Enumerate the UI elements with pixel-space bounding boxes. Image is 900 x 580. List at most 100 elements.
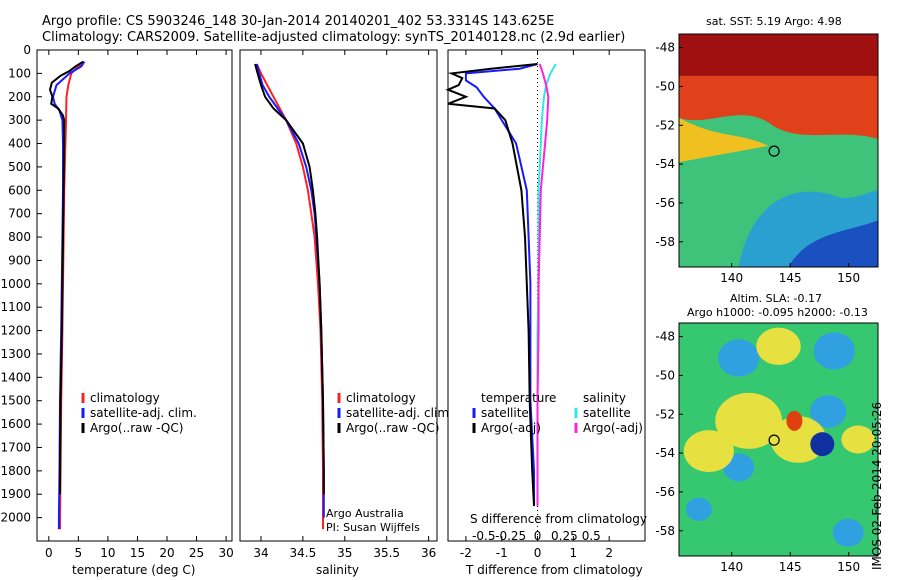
y-tick-label: 1800 <box>0 464 31 478</box>
sla-map: 140 145 150 -48 -50 -52 -54 -56 -58 <box>655 322 879 574</box>
y-tick-label: 1900 <box>0 487 31 501</box>
y-tick-label: 1300 <box>0 347 31 361</box>
title-line-2: Climatology: CARS2009. Satellite-adjuste… <box>42 30 626 45</box>
map-x-tick-label: 140 <box>720 560 743 574</box>
sla-high-eddy <box>756 327 801 365</box>
legend-salinity-title: salinity <box>583 391 626 405</box>
y-tick-label: 100 <box>8 66 31 80</box>
sla-low-eddy <box>813 332 855 370</box>
legend-label: Argo(..raw -QC) <box>346 421 439 435</box>
salinity-series-2 <box>254 63 325 495</box>
difference-xlabel: T difference from climatology <box>466 563 643 577</box>
map-y-tick-label: -50 <box>655 368 675 382</box>
imos-timestamp: IMOS 02-Feb-2014 20:05:26 <box>870 401 884 570</box>
sla-high-eddy <box>841 425 875 454</box>
x-tick-label: 35.5 <box>373 546 400 560</box>
map-y-tick-label: -58 <box>655 524 675 538</box>
y-tick-label: 800 <box>8 230 31 244</box>
s-tick-label: 0.5 <box>582 529 601 543</box>
legend-label: Argo(-adj) <box>583 421 643 435</box>
map-y-tick-label: -56 <box>655 485 675 499</box>
map-y-tick-label: -50 <box>655 79 675 93</box>
salinity-xlabel: salinity <box>316 563 360 577</box>
x-tick-label: 0 <box>534 546 542 560</box>
sst-map-title: sat. SST: 5.19 Argo: 4.98 <box>706 15 842 28</box>
map-y-tick-label: -52 <box>655 407 675 421</box>
x-tick-label: 35 <box>337 546 352 560</box>
x-tick-label: 10 <box>100 546 115 560</box>
map-y-tick-label: -56 <box>655 196 675 210</box>
temperature-frame <box>36 49 233 542</box>
title-line-1: Argo profile: CS 5903246_148 30-Jan-2014… <box>42 14 555 29</box>
y-tick-label: 2000 <box>0 511 31 525</box>
y-tick-label: 400 <box>8 137 31 151</box>
map-y-tick-label: -48 <box>655 41 675 55</box>
annotation-pi: PI: Susan Wijffels <box>326 521 420 534</box>
salinity-frame <box>239 49 438 542</box>
y-tick-label: 1600 <box>0 417 31 431</box>
sla-low-eddy <box>718 339 760 377</box>
map-y-tick-label: -58 <box>655 235 675 249</box>
difference-series-1 <box>445 63 538 506</box>
y-tick-label: 1400 <box>0 370 31 384</box>
sla-high-eddy <box>715 392 783 449</box>
x-tick-label: 15 <box>130 546 145 560</box>
x-tick-label: 25 <box>189 546 204 560</box>
x-tick-label: 30 <box>218 546 233 560</box>
y-tick-label: 1500 <box>0 394 31 408</box>
argo-position-marker <box>768 145 780 157</box>
map-x-tick-label: 145 <box>779 271 802 285</box>
s-tick-label: -0.5 <box>472 529 495 543</box>
map-x-tick-label: 150 <box>837 271 860 285</box>
sla-low-eddy <box>832 518 864 547</box>
sla-map-field <box>679 323 878 556</box>
sla-map-frame <box>678 322 879 557</box>
sla-high-eddy <box>770 416 827 463</box>
x-tick-label: 34 <box>253 546 268 560</box>
y-tick-label: 1200 <box>0 324 31 338</box>
legend-label: Argo(..raw -QC) <box>90 421 183 435</box>
s-tick-label: -0.25 <box>495 529 526 543</box>
argo-position-marker <box>768 434 780 446</box>
x-tick-label: 1 <box>570 546 578 560</box>
y-tick-label: 1100 <box>0 300 31 314</box>
temperature-xlabel: temperature (deg C) <box>72 563 196 577</box>
y-tick-label: 300 <box>8 113 31 127</box>
map-x-tick-label: 150 <box>837 560 860 574</box>
temperature-series-2 <box>48 60 84 495</box>
sst-map: 140 145 150 -48 -50 -52 -54 -56 -58 <box>655 33 879 285</box>
x-tick-label: 34.5 <box>290 546 317 560</box>
sla-trough <box>810 432 835 457</box>
map-x-tick-label: 145 <box>779 560 802 574</box>
y-tick-label: 600 <box>8 183 31 197</box>
y-tick-label: 500 <box>8 160 31 174</box>
y-tick-label: 0 <box>23 43 31 57</box>
x-tick-label: 0 <box>45 546 53 560</box>
legend-label: Argo(-adj) <box>481 421 541 435</box>
annotation-argo-australia: Argo Australia <box>326 507 404 520</box>
s-tick-label: 0 <box>534 529 542 543</box>
sla-map-title-2: Argo h1000: -0.095 h2000: -0.13 <box>687 306 868 319</box>
map-y-tick-label: -54 <box>655 446 675 460</box>
sst-map-frame <box>678 33 879 268</box>
sst-yellow <box>679 117 769 163</box>
sst-north <box>679 34 878 76</box>
sla-low-eddy <box>810 395 847 428</box>
x-tick-label: 2 <box>605 546 613 560</box>
sst-map-field <box>679 34 878 267</box>
x-tick-label: -1 <box>496 546 508 560</box>
y-tick-label: 1700 <box>0 440 31 454</box>
map-x-tick-label: 140 <box>720 271 743 285</box>
x-tick-label: -2 <box>460 546 472 560</box>
legend-label: satellite <box>481 406 529 420</box>
sla-low-eddy <box>685 497 712 522</box>
x-tick-label: 36 <box>421 546 436 560</box>
sst-front <box>679 75 878 139</box>
map-y-tick-label: -54 <box>655 157 675 171</box>
x-tick-label: 20 <box>159 546 174 560</box>
sst-cold <box>788 220 878 267</box>
sla-high-eddy <box>683 430 734 473</box>
difference-top-axis-label: S difference from climatology <box>470 512 647 526</box>
map-y-tick-label: -52 <box>655 118 675 132</box>
